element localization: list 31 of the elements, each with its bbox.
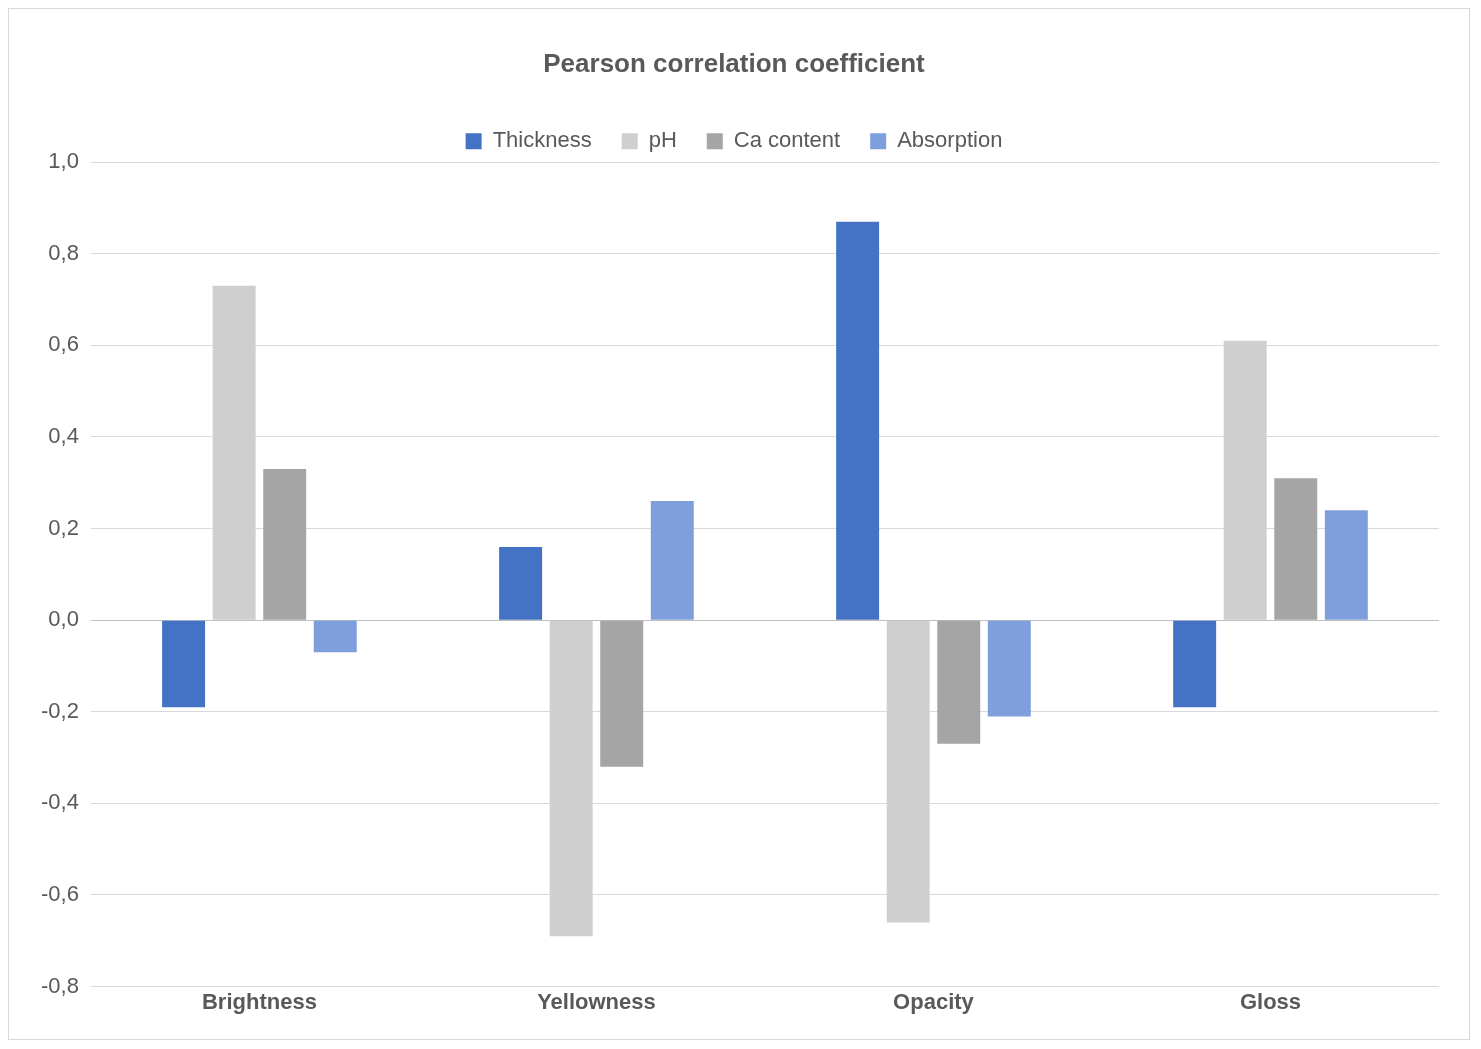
y-tick-label: 0,0 [48, 606, 79, 632]
bar [937, 620, 981, 744]
y-tick-label: 0,8 [48, 239, 79, 265]
bar [162, 620, 206, 708]
bar [600, 620, 644, 767]
x-tick-label: Yellowness [537, 988, 656, 1014]
bar [313, 620, 357, 653]
legend-label: Absorption [897, 127, 1003, 153]
bar [650, 501, 694, 620]
y-tick-label: -0,2 [40, 697, 79, 723]
bar [263, 469, 307, 620]
bar [987, 620, 1031, 717]
x-tick-label: Brightness [201, 988, 317, 1014]
y-tick-label: -0,6 [40, 881, 79, 907]
bar [499, 546, 543, 620]
bar [1173, 620, 1217, 708]
chart-title: Pearson correlation coefficient [543, 47, 926, 78]
y-tick-label: 0,6 [48, 331, 79, 357]
y-tick-label: -0,8 [40, 972, 79, 998]
legend-label: pH [648, 127, 677, 153]
y-tick-label: -0,4 [40, 789, 79, 815]
x-tick-label: Opacity [893, 988, 975, 1014]
legend-label: Ca content [733, 127, 841, 153]
bar [1274, 478, 1318, 620]
legend-label: Thickness [492, 127, 592, 153]
y-tick-label: 0,2 [48, 514, 79, 540]
y-tick-label: 0,4 [48, 423, 79, 449]
bar [1324, 510, 1368, 620]
x-tick-label: Gloss [1239, 988, 1302, 1014]
y-tick-label: 1,0 [48, 148, 79, 174]
bar [836, 221, 880, 620]
